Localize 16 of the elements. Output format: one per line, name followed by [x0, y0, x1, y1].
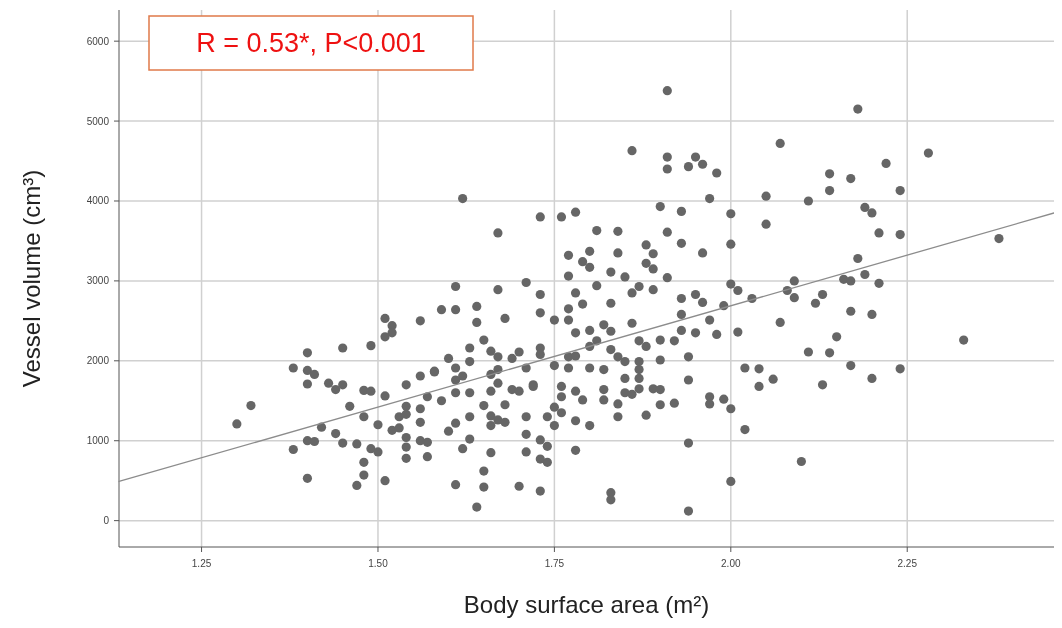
text-box: R = 0.53*, P<0.001 [148, 15, 474, 71]
y-tick-label: 2000 [86, 355, 110, 367]
x-tick-label: 2.25 [897, 558, 918, 569]
y-tick-label: 6000 [86, 35, 110, 47]
x-axis-title: Body surface area (m²) [463, 591, 710, 618]
y-axis-title: Vessel volume (cm³) [18, 169, 45, 388]
y-tick-label: 3000 [86, 275, 110, 287]
y-tick-label: 4000 [86, 195, 110, 207]
y-tick-label: 1000 [86, 435, 110, 447]
y-tick-label: 5000 [86, 115, 110, 127]
x-tick-label: 1.75 [544, 558, 565, 569]
y-tick-label: 0 [103, 515, 110, 527]
x-tick-label: 1.50 [368, 558, 389, 569]
annotation: R = 0.53*, P<0.001 [196, 28, 426, 58]
x-tick-label: 2.00 [721, 558, 741, 569]
x-tick-label: 1.25 [191, 558, 212, 569]
